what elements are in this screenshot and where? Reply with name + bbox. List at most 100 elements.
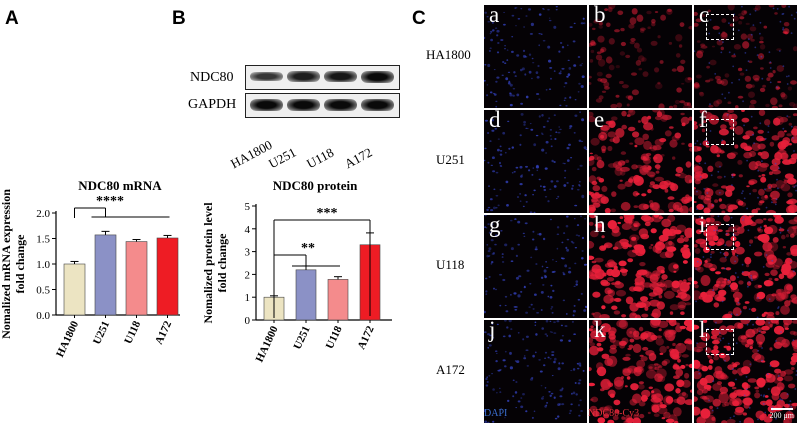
bar-a172 <box>156 237 179 316</box>
blot-label-gapdh: GAPDH <box>188 97 237 112</box>
mrna-bar-chart: NDC80 mRNA Nomalized mRNA expression fold … <box>0 178 180 359</box>
micrograph-f: f <box>694 110 797 213</box>
blot-band <box>324 98 357 111</box>
blot-band <box>250 98 283 111</box>
y-axis-label: fold change <box>215 233 229 293</box>
y-tick-label: 3 <box>245 247 251 259</box>
roi-box <box>706 119 734 145</box>
subpanel-letter: i <box>699 215 706 237</box>
cell-texture <box>694 5 797 108</box>
legend-dapi: DAPI <box>484 408 508 419</box>
y-tick-label: 1.5 <box>36 234 50 246</box>
row-label-u118: U118 <box>436 257 465 272</box>
subpanel-letter: h <box>594 215 606 237</box>
micrograph-c: c <box>694 5 797 108</box>
subpanel-letter: f <box>699 110 707 132</box>
legend-ndc80-cy3: NDC80-Cy3 <box>588 408 640 419</box>
bar-ha1800 <box>63 263 86 316</box>
chart-title: NDC80 protein <box>273 178 358 193</box>
significance-label: **** <box>96 194 124 209</box>
blot-label-ndc80: NDC80 <box>190 70 234 85</box>
panel-label-b: B <box>172 8 186 29</box>
significance-bracket: ** <box>273 241 340 318</box>
x-tick-label: HA1800 <box>254 324 281 364</box>
subpanel-letter: b <box>594 5 606 27</box>
roi-box <box>706 329 734 355</box>
panel-label-a: A <box>5 8 19 29</box>
subpanel-letter: l <box>699 320 706 342</box>
cell-texture <box>589 215 692 318</box>
micrograph-j: j <box>484 320 587 423</box>
cell-texture <box>484 320 585 423</box>
subpanel-letter: a <box>489 5 500 27</box>
y-tick-label: 1 <box>245 292 251 304</box>
x-tick-label: U251 <box>292 324 313 351</box>
micrograph-d: d <box>484 110 587 213</box>
cell-texture <box>484 6 586 108</box>
blot-strip-ndc80 <box>245 65 400 90</box>
bar-u251 <box>295 269 317 321</box>
subpanel-letter: k <box>594 320 606 342</box>
y-tick-label: 0.0 <box>36 310 50 322</box>
blot-strip-gapdh <box>245 93 400 118</box>
micrograph-h: h <box>589 215 692 318</box>
cell-texture <box>484 215 587 317</box>
subpanel-letter: j <box>489 320 496 342</box>
x-tick-label: U251 <box>91 319 112 346</box>
bar-u118 <box>125 241 148 316</box>
y-tick-label: 2 <box>245 269 251 281</box>
row-label-ha1800: HA1800 <box>426 47 471 62</box>
roi-box <box>706 14 734 40</box>
cell-texture <box>589 110 692 213</box>
y-tick-label: 2.0 <box>36 208 50 220</box>
x-tick-label: A172 <box>153 319 174 347</box>
significance-label: *** <box>317 206 338 221</box>
scale-bar: 200 μm <box>769 408 794 420</box>
micrograph-i: i <box>694 215 797 318</box>
y-tick-label: 1.0 <box>36 259 50 271</box>
y-tick-label: 5 <box>245 201 251 213</box>
micrograph-a: a <box>484 5 587 108</box>
cell-texture <box>589 5 692 108</box>
x-tick-label: U118 <box>122 319 143 346</box>
micrograph-k: k <box>589 320 692 423</box>
y-axis-label: Nomalized mRNA expression <box>0 189 13 339</box>
y-tick-label: 4 <box>245 224 251 236</box>
micrograph-e: e <box>589 110 692 213</box>
y-tick-label: 0.5 <box>36 285 50 297</box>
scale-bar-label: 200 μm <box>769 411 794 420</box>
panel-label-c: C <box>412 8 426 29</box>
bar-u251 <box>94 234 117 316</box>
x-tick-label: U118 <box>324 324 345 351</box>
chart-title: NDC80 mRNA <box>78 178 162 193</box>
significance-bracket: **** <box>74 194 170 218</box>
row-label-a172: A172 <box>436 362 465 377</box>
micrograph-b: b <box>589 5 692 108</box>
blot-band <box>287 71 320 82</box>
cell-texture <box>589 320 692 423</box>
protein-bar-chart: NDC80 protein Nomalized protein level fold… <box>201 178 392 364</box>
blot-band <box>250 72 283 81</box>
x-tick-label: A172 <box>356 324 377 352</box>
subpanel-letter: d <box>489 110 501 132</box>
subpanel-letter: g <box>489 215 501 237</box>
significance-bracket: *** <box>273 206 371 316</box>
blot-band <box>287 98 320 111</box>
blot-band <box>361 98 394 111</box>
cell-texture <box>484 111 587 213</box>
roi-box <box>706 224 734 250</box>
subpanel-letter: e <box>594 110 605 132</box>
row-label-u251: U251 <box>436 152 465 167</box>
significance-label: ** <box>301 241 315 256</box>
y-tick-label: 0 <box>245 315 251 327</box>
micrograph-g: g <box>484 215 587 318</box>
micrograph-l: l 200 μm <box>694 320 797 423</box>
subpanel-letter: c <box>699 5 710 27</box>
blot-band <box>361 70 394 83</box>
bar-u118 <box>327 279 349 321</box>
cell-texture <box>694 320 797 423</box>
cell-texture <box>694 215 797 318</box>
scale-bar-line <box>770 408 793 410</box>
y-axis-label: fold change <box>13 234 27 294</box>
x-tick-label: HA1800 <box>54 319 81 359</box>
